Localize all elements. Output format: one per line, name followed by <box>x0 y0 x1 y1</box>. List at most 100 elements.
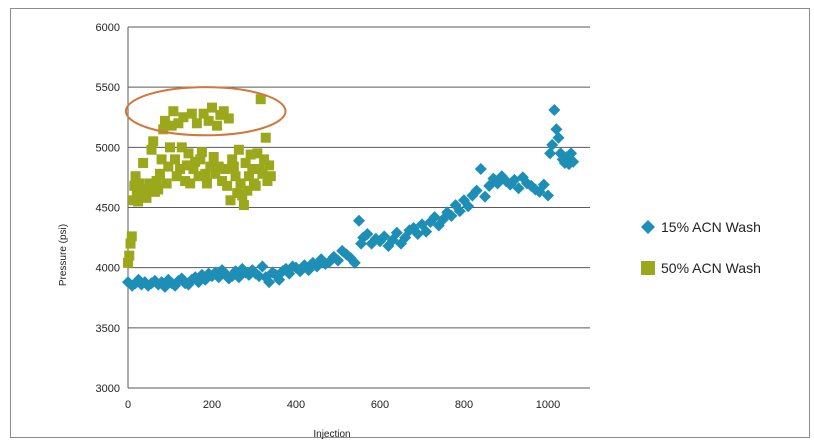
point-50-46 <box>196 147 207 158</box>
point-50-82 <box>257 168 268 179</box>
point-50-4 <box>128 195 139 206</box>
point-50-54 <box>210 168 221 179</box>
point-50-83 <box>259 154 270 165</box>
point-50-6 <box>130 171 141 182</box>
point-15-110 <box>537 178 550 191</box>
point-50-9 <box>134 178 145 189</box>
point-50-73 <box>242 185 253 196</box>
point-50-60 <box>220 163 231 174</box>
y-tick-4500: 4500 <box>96 203 120 215</box>
point-50-8 <box>133 196 144 207</box>
point-50-56 <box>213 161 224 172</box>
point-50-28 <box>166 120 177 131</box>
point-50-84 <box>260 132 271 143</box>
point-50-52 <box>207 102 217 113</box>
point-50-22 <box>156 154 167 165</box>
point-50-32 <box>173 118 184 129</box>
point-50-14 <box>143 184 154 195</box>
series-50-acn-wash <box>123 94 276 268</box>
point-15-116 <box>552 131 565 144</box>
point-50-61 <box>222 180 233 191</box>
point-15-90 <box>453 205 466 218</box>
y-tick-6000: 6000 <box>96 22 120 34</box>
point-50-65 <box>228 161 239 172</box>
point-50-69 <box>235 178 246 189</box>
y-tick-labels: 3000 3500 4000 4500 5000 5500 6000 <box>96 22 120 395</box>
point-50-35 <box>178 112 189 123</box>
point-50-23 <box>158 124 169 135</box>
point-50-41 <box>188 163 199 174</box>
point-15-122 <box>565 147 578 160</box>
point-50-51 <box>205 161 216 172</box>
point-15-40 <box>256 260 269 273</box>
point-50-64 <box>227 154 238 165</box>
legend-square-marker <box>641 261 655 275</box>
point-15-65 <box>353 214 365 227</box>
x-tick-0: 0 <box>125 399 131 411</box>
point-15-123 <box>567 155 580 168</box>
point-15-104 <box>512 182 525 195</box>
legend-label-50: 50% ACN Wash <box>661 260 761 276</box>
point-50-66 <box>230 171 241 182</box>
point-50-27 <box>165 142 175 153</box>
series-15-acn-wash <box>122 104 580 293</box>
point-15-68 <box>361 227 374 240</box>
point-50-79 <box>252 148 263 159</box>
point-50-19 <box>151 176 162 187</box>
point-50-53 <box>208 151 219 162</box>
point-15-95 <box>474 162 487 175</box>
point-15-111 <box>542 189 554 202</box>
point-50-36 <box>180 176 191 187</box>
point-15-115 <box>550 123 563 136</box>
legend-item-15-acn: 15% ACN Wash <box>641 219 761 235</box>
x-tick-labels: 0 200 400 600 800 1000 <box>125 399 560 411</box>
point-50-17 <box>148 136 159 147</box>
point-50-33 <box>175 163 186 174</box>
y-tick-5000: 5000 <box>96 142 120 154</box>
point-15-60 <box>332 254 344 267</box>
point-50-37 <box>181 160 192 171</box>
highlight-ellipse <box>124 86 287 137</box>
point-50-75 <box>245 149 256 160</box>
y-tick-5500: 5500 <box>96 82 120 94</box>
gridlines <box>127 26 590 389</box>
point-50-39 <box>185 178 196 189</box>
point-50-11 <box>138 157 149 168</box>
point-50-25 <box>161 178 172 189</box>
point-15-82 <box>420 225 433 238</box>
point-50-15 <box>144 178 155 189</box>
y-tick-4000: 4000 <box>96 263 120 275</box>
legend: 15% ACN Wash 50% ACN Wash <box>641 219 761 276</box>
point-50-40 <box>186 108 197 119</box>
point-50-74 <box>243 171 254 182</box>
point-50-38 <box>183 148 194 159</box>
point-50-49 <box>201 178 212 189</box>
chart-frame <box>10 8 810 438</box>
point-50-87 <box>265 171 276 182</box>
point-50-81 <box>255 94 266 105</box>
point-50-68 <box>233 144 244 155</box>
point-15-112 <box>544 147 557 160</box>
x-tick-400: 400 <box>287 399 305 411</box>
point-50-34 <box>176 142 187 153</box>
point-15-64 <box>348 256 361 269</box>
point-50-29 <box>168 106 179 117</box>
legend-label-15: 15% ACN Wash <box>661 219 761 235</box>
point-50-21 <box>154 168 165 179</box>
x-tick-600: 600 <box>371 399 389 411</box>
point-15-42 <box>263 276 276 289</box>
point-50-67 <box>232 188 243 199</box>
point-15-88 <box>445 209 458 222</box>
point-50-5 <box>129 180 140 191</box>
y-tick-3000: 3000 <box>96 383 120 395</box>
point-50-72 <box>240 157 251 168</box>
x-axis-title: Injection <box>313 429 350 440</box>
point-50-76 <box>247 163 258 174</box>
point-50-58 <box>217 176 228 187</box>
point-50-26 <box>163 161 174 172</box>
point-50-44 <box>193 171 204 182</box>
point-50-70 <box>237 190 248 201</box>
point-50-63 <box>225 195 236 206</box>
point-15-72 <box>378 230 391 243</box>
x-tick-1000: 1000 <box>536 399 560 411</box>
